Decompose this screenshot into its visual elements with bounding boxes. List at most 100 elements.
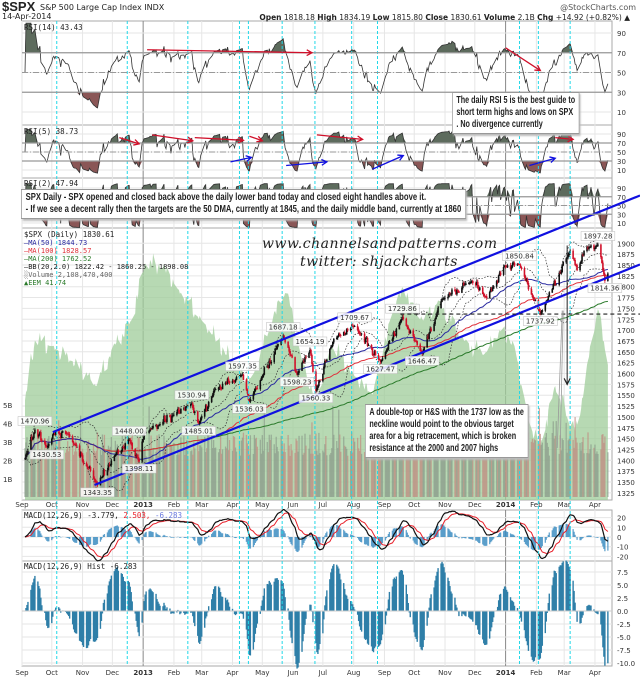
price-tick: 1450 [617, 436, 635, 444]
x-axis-label: Dec [468, 669, 482, 677]
rsi-callout-line: short term highs and lows on SPX [456, 107, 574, 118]
pivot-label: 1737.92 [526, 318, 555, 326]
pivot-label: 1530.94 [177, 391, 206, 399]
macd-tick: -20 [617, 553, 628, 561]
x-axis-label: May [255, 669, 269, 677]
pattern-callout: A double-top or H&S with the 1737 low as… [365, 404, 529, 458]
x-axis-label: Nov [76, 669, 90, 677]
x-axis-label: May [255, 501, 269, 509]
pivot-label: 1729.86 [388, 305, 417, 313]
pivot-label: 1897.28 [583, 232, 612, 240]
price-tick: 1800 [617, 284, 635, 292]
low-label: Low [372, 13, 390, 22]
pivot-label-box [17, 416, 53, 426]
x-axis-label: Sep [378, 669, 392, 677]
legend-ma100-text: MA(100) 1828.57 [28, 247, 92, 255]
brand-logo[interactable]: @StockCharts.com [560, 3, 636, 12]
x-axis-label: 2014 [496, 501, 516, 509]
pivot-label-box [405, 356, 440, 366]
open-value: 1818.18 [283, 13, 315, 22]
divergence-arrowhead-icon [356, 135, 364, 143]
x-axis-label: Oct [408, 669, 420, 677]
pivot-label-box [523, 316, 558, 326]
high-value: 1834.19 [339, 13, 371, 22]
divergence-arrow [230, 156, 252, 163]
hist-tick: -10.0 [617, 660, 635, 668]
pivot-label: 1646.47 [408, 357, 437, 365]
legend-eem: ▲EEM 41.74 [24, 279, 67, 287]
ohlc-summary: Open 1818.18 High 1834.19 Low 1815.80 Cl… [259, 13, 630, 22]
chg-label: Chg [537, 13, 554, 22]
pattern-callout-line: A double-top or H&S with the 1737 low as… [369, 407, 524, 418]
hist-tick: -7.5 [617, 647, 631, 655]
x-axis-label: Feb [530, 669, 543, 677]
target-arrowhead-icon [563, 378, 571, 386]
price-tick: 1400 [617, 457, 635, 465]
pivot-label: 1536.03 [235, 405, 264, 413]
hist-tick: 5.0 [617, 582, 628, 590]
pivot-label-box [80, 487, 115, 498]
price-tick: 1825 [617, 273, 635, 281]
hist-legend: MACD(12,26,9) Hist -6.283 [24, 562, 137, 571]
macd-tick: 10 [617, 524, 626, 532]
legend-ma50-text: MA(50) 1844.73 [28, 239, 88, 247]
pivot-label-box [279, 377, 315, 387]
pivot-label: 1709.67 [340, 314, 369, 322]
macd-tick: -10 [617, 544, 628, 552]
legend-volume-text: Volume 2,108,470,400 [28, 271, 113, 279]
bollinger-band [24, 268, 609, 493]
legend-spx: $SPX (Daily) 1830.61 [24, 230, 115, 239]
x-axis-label: Apr [226, 501, 238, 509]
x-axis-label: Sep [15, 669, 29, 677]
rsi2-tick: 30 [617, 211, 626, 219]
x-axis-label: Nov [76, 501, 90, 509]
rsi2-tick: 50 [617, 203, 626, 211]
pivot-label: 1560.33 [301, 395, 330, 403]
pivot-label: 1654.19 [295, 338, 324, 346]
divergence-arrow [529, 157, 556, 167]
macd-legend-signal: 2.503, [118, 511, 151, 520]
close-value: 1830.61 [450, 13, 482, 22]
divergence-arrow [372, 155, 404, 170]
legend-volume: ░Volume 2,108,470,400 [24, 271, 113, 279]
x-axis-label: Nov [438, 501, 452, 509]
volume-tick: 5B [3, 402, 12, 410]
x-axis-label: Aug [347, 669, 361, 677]
price-tick: 1425 [617, 446, 635, 454]
legend-ma200-text: MA(200) 1762.52 [28, 255, 92, 263]
price-tick: 1325 [617, 490, 635, 498]
pivot-label: 1598.23 [283, 378, 312, 386]
macd-line [24, 509, 609, 562]
price-tick: 1700 [617, 327, 635, 335]
pivot-label-box [292, 336, 328, 347]
rsi5-tick: 70 [617, 140, 626, 148]
pivot-label: 1627.47 [366, 366, 395, 374]
rsi5-tick: 50 [617, 149, 626, 157]
price-tick: 1850 [617, 262, 635, 270]
pivot-label: 1470.96 [20, 418, 49, 426]
pivot-label: 1430.53 [32, 451, 61, 459]
price-tick: 1525 [617, 403, 635, 411]
legend-bb-text: BB(20,2.0) 1822.42 - 1860.25 - 1898.08 [28, 263, 189, 271]
x-axis-label: Oct [46, 501, 58, 509]
x-axis-label: Dec [106, 669, 120, 677]
rsi2-tick: 90 [617, 185, 626, 193]
x-axis-label: Mar [195, 669, 208, 677]
macd-tick: 20 [617, 515, 626, 523]
pivot-label: 1343.35 [83, 489, 112, 497]
x-axis-label: 2013 [133, 501, 153, 509]
pointer-line [556, 310, 563, 449]
high-label: High [317, 13, 337, 22]
low-value: 1815.80 [391, 13, 423, 22]
pivot-label: 1814.36 [590, 284, 619, 292]
rsi-callout-line: . No divergence currently [456, 119, 543, 130]
pivot-label: 1448.00 [115, 427, 144, 435]
pivot-label-box [385, 303, 420, 314]
x-axis-label: Aug [347, 501, 361, 509]
divergence-arrow [249, 135, 263, 142]
hist-tick: -2.5 [617, 621, 631, 629]
pivot-label-box [225, 361, 260, 371]
x-axis-label: Dec [468, 501, 482, 509]
rsi2-tick: 10 [617, 220, 626, 228]
